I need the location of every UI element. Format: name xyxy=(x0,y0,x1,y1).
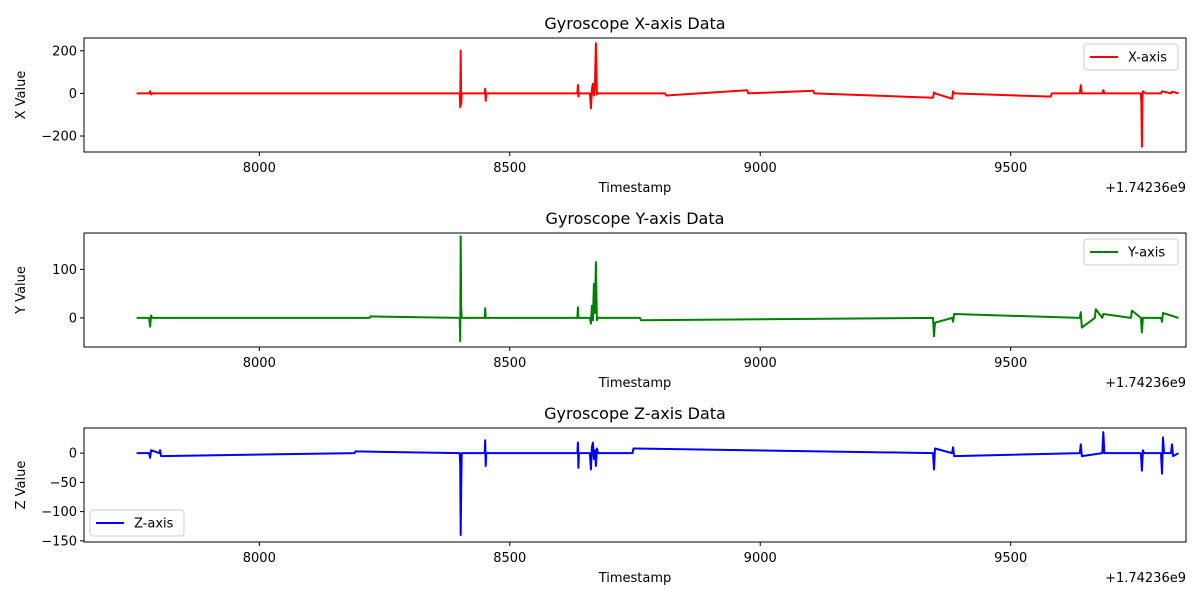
legend-box xyxy=(1083,43,1179,71)
x-tick-label: 8500 xyxy=(493,551,526,566)
x-tick-label: 9000 xyxy=(744,551,777,566)
x-tick-label: 8500 xyxy=(493,161,526,176)
x-tick-label: 8000 xyxy=(243,551,276,566)
legend: Y-axis xyxy=(1083,238,1179,266)
x-offset-label: +1.74236e9 xyxy=(1105,376,1186,391)
y-tick-label: 200 xyxy=(52,44,77,59)
subplot-z-axis: Gyroscope Z-axis Data 8000 8500 9000 9500 −15… xyxy=(14,404,1187,586)
legend: X-axis xyxy=(1083,43,1179,71)
x-offset-label: +1.74236e9 xyxy=(1105,571,1186,586)
y-tick-label: −100 xyxy=(41,505,77,520)
y-tick-label: −200 xyxy=(41,130,77,145)
y-tick-label: 100 xyxy=(52,263,77,278)
legend-label: X-axis xyxy=(1128,51,1167,66)
y-axis-label: Z Value xyxy=(14,461,29,510)
legend-label: Y-axis xyxy=(1127,246,1165,261)
legend: Z-axis xyxy=(89,509,185,537)
x-tick-label: 9000 xyxy=(744,356,777,371)
y-tick-label: −50 xyxy=(50,476,77,491)
series-line-x xyxy=(136,42,1179,148)
y-tick-label: 0 xyxy=(69,447,77,462)
plot-frame xyxy=(83,37,1187,153)
plot-frame xyxy=(83,427,1187,543)
y-tick-label: −150 xyxy=(41,534,77,549)
x-tick-label: 9500 xyxy=(994,356,1027,371)
x-tick-label: 8000 xyxy=(243,161,276,176)
x-tick-label: 9500 xyxy=(994,161,1027,176)
chart-title: Gyroscope Y-axis Data xyxy=(546,209,725,228)
series-line-z xyxy=(136,431,1179,536)
y-axis-label: X Value xyxy=(14,71,29,120)
x-tick-label: 8500 xyxy=(493,356,526,371)
chart-title: Gyroscope X-axis Data xyxy=(544,14,725,33)
x-offset-label: +1.74236e9 xyxy=(1105,181,1186,196)
plot-frame xyxy=(83,232,1187,348)
x-tick-label: 8000 xyxy=(243,356,276,371)
y-axis-label: Y Value xyxy=(14,266,29,315)
x-tick-label: 9000 xyxy=(744,161,777,176)
y-tick-label: 0 xyxy=(69,311,77,326)
subplot-y-axis: Gyroscope Y-axis Data 8000 8500 9000 9500 0 10… xyxy=(14,209,1187,391)
chart-title: Gyroscope Z-axis Data xyxy=(544,404,726,423)
series-line-y xyxy=(136,235,1179,343)
x-tick-label: 9500 xyxy=(994,551,1027,566)
legend-box xyxy=(1083,238,1179,266)
legend-label: Z-axis xyxy=(134,517,174,532)
x-axis-label: Timestamp xyxy=(598,571,672,586)
legend-box xyxy=(89,509,185,537)
x-axis-label: Timestamp xyxy=(598,181,672,196)
subplot-x-axis: Gyroscope X-axis Data 8000 8500 9000 9500 −20… xyxy=(14,14,1187,196)
y-tick-label: 0 xyxy=(69,87,77,102)
x-axis-label: Timestamp xyxy=(598,376,672,391)
